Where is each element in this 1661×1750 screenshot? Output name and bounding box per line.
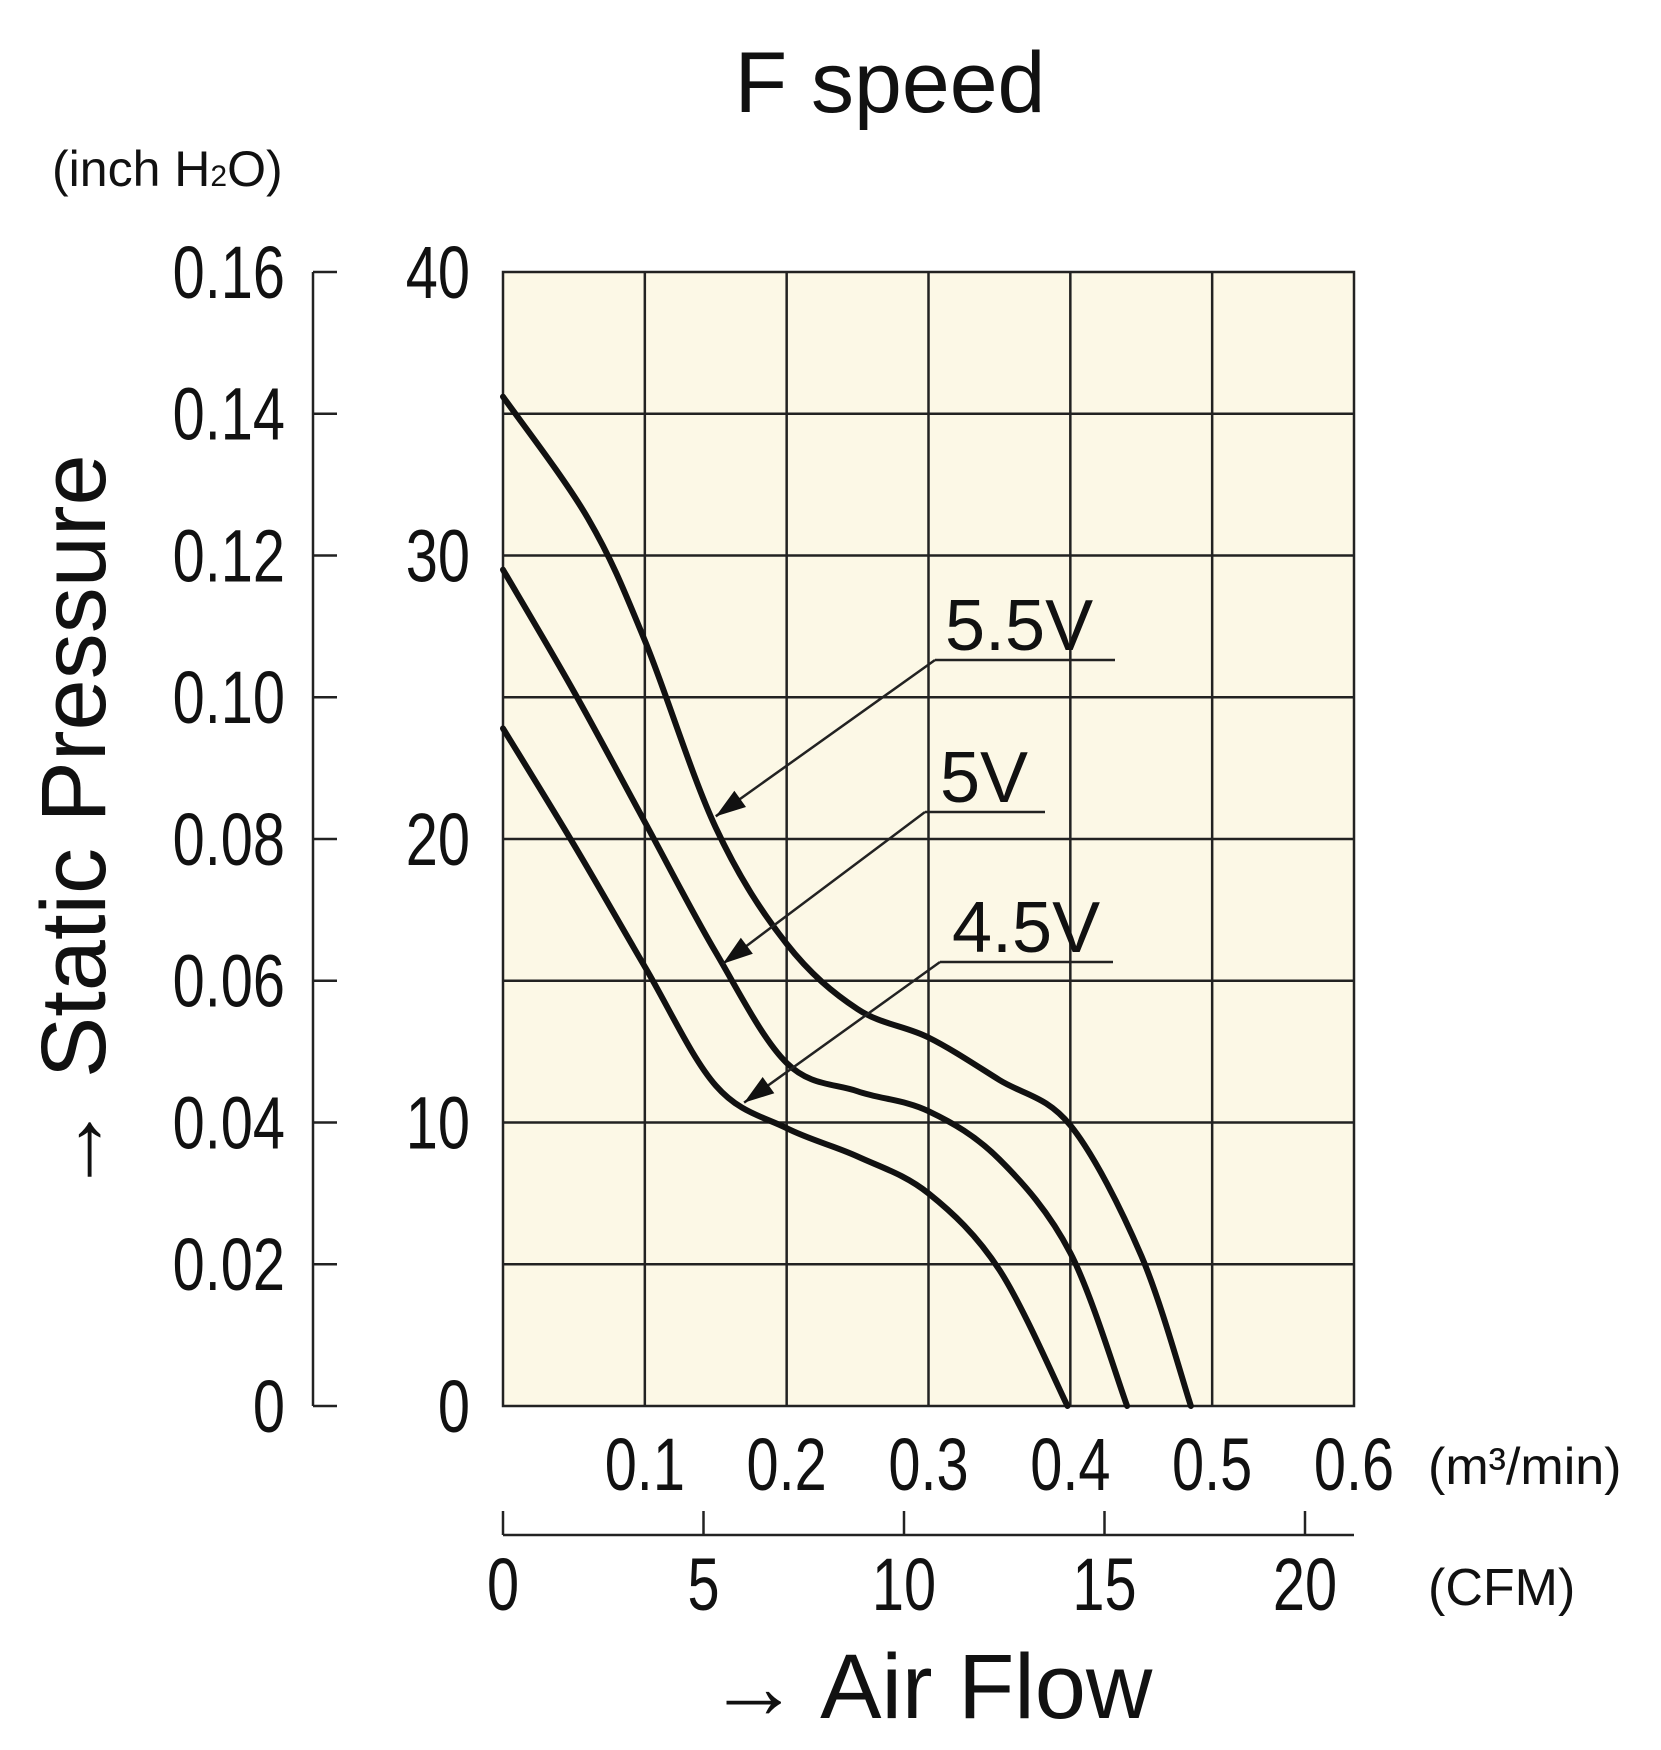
inch-h2o-unit-prefix: (inch H: [52, 141, 210, 197]
airflow-m3-tick-label: 0.6: [1314, 1424, 1394, 1507]
inch-h2o-tick-label: 0.04: [173, 1083, 285, 1166]
airflow-m3-tick-label: 0.2: [747, 1424, 827, 1507]
series-label-4-5v: 4.5V: [952, 888, 1100, 968]
cfm-tick-label: 20: [1273, 1544, 1337, 1627]
inch-h2o-tick-label: 0.14: [173, 374, 285, 457]
series-line-5v: [500, 566, 1131, 1409]
inch-h2o-tick-label: 0: [253, 1366, 285, 1449]
airflow-m3-tick-label: 0.5: [1172, 1424, 1252, 1507]
airflow-m3-tick-label: 0.1: [605, 1424, 685, 1507]
inch-h2o-unit-suffix: O): [227, 141, 283, 197]
series-label-5-5v: 5.5V: [945, 586, 1093, 666]
chart-title: F speed: [735, 35, 1046, 131]
arrowhead: [715, 790, 746, 817]
pressure-tick-label: 40: [406, 232, 470, 315]
arrowhead: [744, 1077, 775, 1103]
inch-h2o-unit-sub: 2: [210, 160, 227, 193]
y-axis-title: → Static Pressure: [23, 454, 125, 1195]
cfm-tick-label: 5: [687, 1544, 719, 1627]
inch-h2o-tick-label: 0.10: [173, 657, 285, 740]
cfm-tick-label: 15: [1072, 1544, 1136, 1627]
leader-line: [743, 960, 941, 1104]
airflow-m3-tick-label: 0.4: [1030, 1424, 1110, 1507]
series-line-4-5v: [500, 725, 1071, 1409]
x-axis-title: → Air Flow: [708, 1636, 1153, 1738]
leader-line: [722, 811, 926, 965]
airflow-m3-unit: (m³/min): [1428, 1438, 1622, 1496]
arrowhead: [722, 937, 753, 964]
inch-h2o-tick-label: 0.06: [173, 941, 285, 1024]
pressure-tick-label: 10: [406, 1083, 470, 1166]
pressure-tick-label: 0: [438, 1366, 470, 1449]
inch-h2o-unit: (inch H2O): [52, 141, 283, 197]
inch-h2o-tick-label: 0.16: [173, 232, 285, 315]
pressure-tick-label: 20: [406, 799, 470, 882]
cfm-unit: (CFM): [1428, 1559, 1575, 1617]
series-line-5-5v: [500, 393, 1194, 1409]
inch-h2o-tick-label: 0.08: [173, 799, 285, 882]
inch-h2o-tick-label: 0.12: [173, 516, 285, 599]
airflow-m3-tick-label: 0.3: [888, 1424, 968, 1507]
series-label-5v: 5V: [940, 738, 1028, 818]
leader-line: [715, 658, 936, 818]
pressure-tick-label: 30: [406, 516, 470, 599]
cfm-tick-label: 10: [872, 1544, 936, 1627]
cfm-tick-label: 0: [487, 1544, 519, 1627]
inch-h2o-tick-label: 0.02: [173, 1224, 285, 1307]
